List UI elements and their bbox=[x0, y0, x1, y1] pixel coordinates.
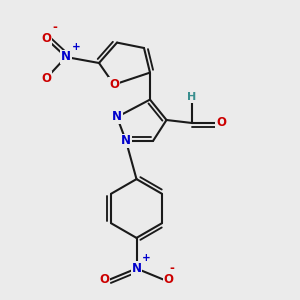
Text: O: O bbox=[164, 273, 173, 286]
Text: +: + bbox=[72, 42, 81, 52]
Text: -: - bbox=[52, 21, 57, 34]
Text: N: N bbox=[112, 110, 122, 124]
Text: O: O bbox=[216, 116, 226, 130]
Text: O: O bbox=[100, 273, 110, 286]
Text: N: N bbox=[61, 50, 71, 64]
Text: N: N bbox=[121, 134, 131, 148]
Text: -: - bbox=[169, 262, 174, 275]
Text: O: O bbox=[41, 71, 52, 85]
Text: +: + bbox=[142, 253, 151, 263]
Text: O: O bbox=[109, 78, 119, 91]
Text: N: N bbox=[131, 262, 142, 275]
Text: O: O bbox=[41, 32, 52, 46]
Text: H: H bbox=[188, 92, 196, 103]
